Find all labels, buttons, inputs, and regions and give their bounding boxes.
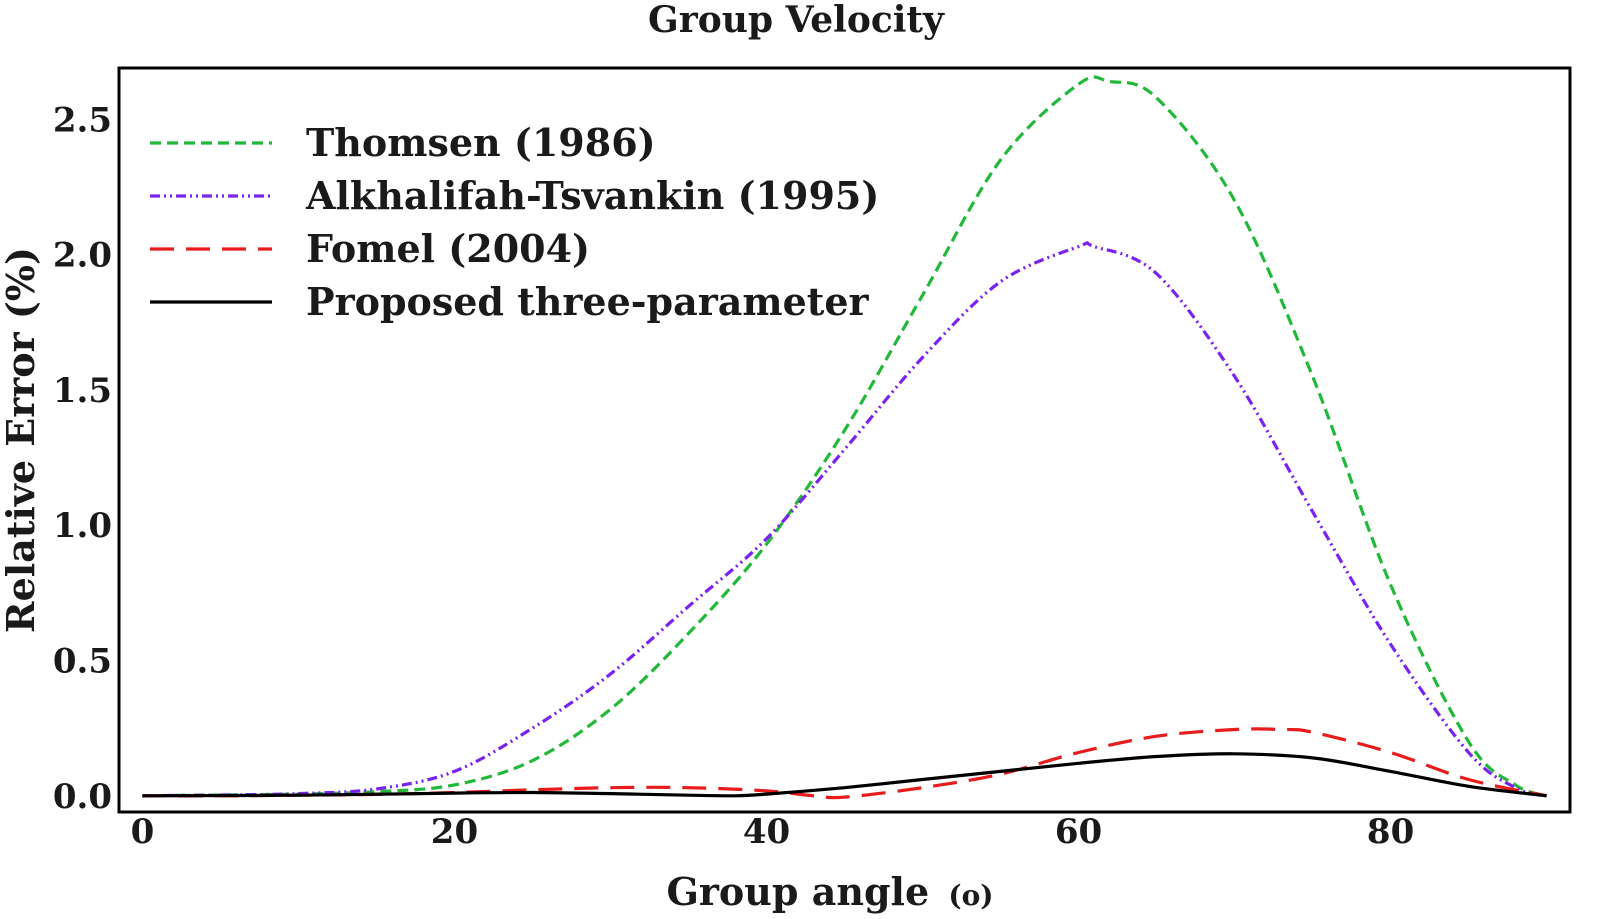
y-tick-label: 1.5 [53, 371, 112, 411]
series-line-2 [142, 241, 1548, 798]
series-lines [142, 75, 1548, 800]
y-tick-label: 0.5 [53, 641, 112, 681]
legend-label: Thomsen (1986) [306, 120, 656, 165]
y-tick-label: 2.5 [53, 100, 112, 140]
x-axis-label: Group angle (o) [666, 869, 993, 914]
x-axis-ticks: 0 20 40 60 80 [131, 812, 1415, 852]
chart-title: Group Velocity [648, 0, 945, 41]
y-tick-label: 0.0 [53, 777, 112, 817]
x-tick-label: 40 [743, 812, 790, 852]
legend: Thomsen (1986) Alkhalifah-Tsvankin (1995)… [150, 120, 879, 324]
series-line-1 [142, 75, 1548, 798]
y-axis-ticks: 0.0 0.5 1.0 1.5 2.0 2.5 [53, 100, 112, 816]
x-tick-label: 80 [1367, 812, 1414, 852]
y-tick-label: 2.0 [53, 236, 112, 276]
legend-label: Fomel (2004) [306, 226, 590, 271]
y-tick-label: 1.0 [53, 506, 112, 546]
legend-label: Proposed three-parameter [306, 279, 870, 324]
x-tick-label: 0 [131, 812, 155, 852]
x-tick-label: 20 [431, 812, 478, 852]
y-axis-label: Relative Error (%) [0, 247, 43, 633]
series-line-4 [142, 752, 1547, 798]
plot-frame [117, 66, 1572, 814]
x-tick-label: 60 [1055, 812, 1102, 852]
legend-label: Alkhalifah-Tsvankin (1995) [305, 173, 879, 218]
